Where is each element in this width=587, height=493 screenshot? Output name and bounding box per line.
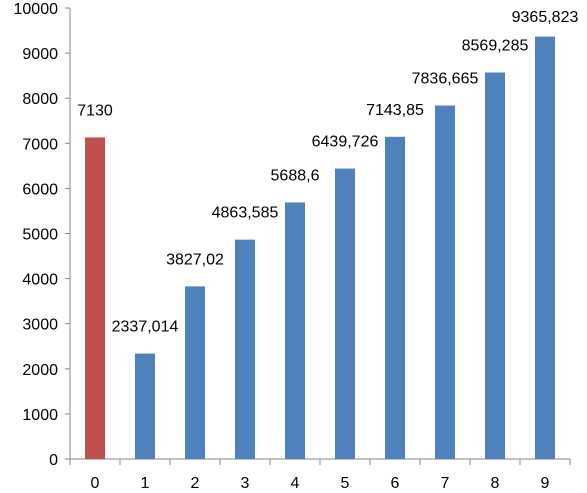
data-label: 8569,285	[462, 38, 529, 55]
x-tick-label: 6	[391, 475, 400, 492]
bar	[135, 353, 155, 459]
bar	[335, 168, 355, 459]
data-label: 2337,014	[112, 319, 179, 336]
x-tick-label: 2	[191, 475, 200, 492]
y-tick-label: 8000	[22, 91, 58, 108]
x-tick-label: 5	[341, 475, 350, 492]
x-tick-label: 1	[141, 475, 150, 492]
data-label: 3827,02	[166, 251, 224, 268]
y-tick-label: 1000	[22, 407, 58, 424]
y-axis: 0 1000 2000 3000 4000 5000 6000 7000 8000 9000 100…	[14, 1, 71, 469]
bar	[435, 105, 455, 459]
data-label: 7836,665	[412, 71, 479, 88]
bar	[235, 239, 255, 459]
y-tick-label: 0	[49, 452, 58, 469]
y-tick-label: 10000	[14, 1, 59, 18]
y-tick-label: 3000	[22, 317, 58, 334]
x-axis: 0 1 2 3 4 5 6 7 8 9	[69, 458, 571, 492]
y-tick-label: 9000	[22, 46, 58, 63]
data-label: 7130	[77, 102, 113, 119]
data-label: 5688,6	[271, 167, 320, 184]
x-tick-label: 7	[441, 475, 450, 492]
bar	[535, 36, 555, 460]
y-tick-label: 5000	[22, 227, 58, 244]
bar	[385, 136, 405, 459]
bar	[85, 137, 105, 459]
y-tick-label: 7000	[22, 136, 58, 153]
x-tick-label: 3	[241, 475, 250, 492]
x-tick-label: 0	[91, 475, 100, 492]
bar	[485, 72, 505, 460]
x-tick-label: 8	[491, 475, 500, 492]
data-label: 4863,585	[212, 205, 279, 222]
bar	[285, 202, 305, 459]
data-label: 6439,726	[312, 134, 379, 151]
bars	[85, 36, 555, 460]
x-tick-label: 4	[291, 475, 300, 492]
y-tick-label: 2000	[22, 362, 58, 379]
data-labels: 7130 2337,014 3827,02 4863,585 5688,6 6439,72…	[77, 9, 578, 336]
bar	[185, 286, 205, 459]
data-label: 9365,823	[512, 9, 579, 26]
data-label: 7143,85	[366, 102, 424, 119]
y-tick-label: 4000	[22, 272, 58, 289]
x-tick-label: 9	[541, 475, 550, 492]
y-tick-label: 6000	[22, 181, 58, 198]
